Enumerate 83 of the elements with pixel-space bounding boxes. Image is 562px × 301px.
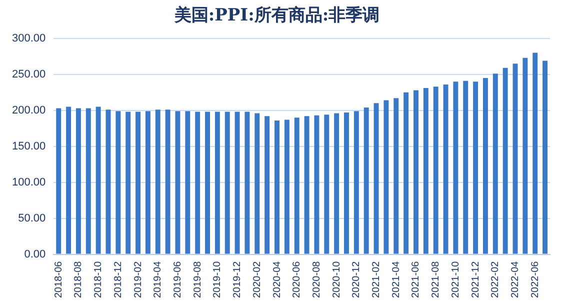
x-tick-label: 2020-06 <box>292 260 303 298</box>
bar <box>473 82 478 254</box>
bar <box>136 112 141 254</box>
bar <box>463 80 468 254</box>
bar <box>116 111 121 254</box>
y-tick-label: 150.00 <box>12 140 46 152</box>
bar <box>304 116 310 254</box>
x-tick-label: 2022-02 <box>490 260 502 298</box>
bar <box>443 84 448 254</box>
bar <box>364 107 369 254</box>
bar <box>502 68 508 254</box>
bar <box>195 112 200 254</box>
bar <box>404 92 409 254</box>
x-tick-label: 2019-04 <box>152 260 164 298</box>
x-tick-label: 2019-06 <box>172 260 184 298</box>
x-tick-label: 2021-02 <box>371 260 382 298</box>
x-tick-label: 2019-10 <box>212 260 224 298</box>
bar <box>522 58 528 254</box>
bar <box>433 86 438 254</box>
bar <box>314 115 320 254</box>
x-tick-label: 2020-10 <box>331 260 342 298</box>
bar <box>423 88 428 254</box>
bar <box>76 108 81 254</box>
bar <box>284 120 290 254</box>
bar <box>482 78 488 254</box>
bar <box>254 113 260 254</box>
x-tick-label: 2021-04 <box>390 260 402 298</box>
bar <box>384 100 389 254</box>
x-tick-label: 2019-02 <box>132 260 144 298</box>
y-tick-label: 100.00 <box>12 176 46 188</box>
bar <box>56 108 62 254</box>
bar <box>86 108 91 254</box>
bar <box>234 112 240 254</box>
y-tick-label: 250.00 <box>12 68 46 80</box>
x-tick-label: 2020-12 <box>351 260 362 298</box>
bar <box>542 60 548 254</box>
bar <box>165 110 170 254</box>
y-tick-label: 300.00 <box>12 32 46 44</box>
bar <box>374 103 379 254</box>
bar <box>344 112 349 254</box>
bar <box>264 116 270 254</box>
bar <box>106 110 111 254</box>
bar <box>394 98 399 254</box>
bar <box>453 82 458 254</box>
x-tick-label: 2020-04 <box>272 260 283 298</box>
x-tick-label: 2021-08 <box>430 260 442 298</box>
bar <box>532 52 538 254</box>
bar <box>324 114 330 254</box>
bar <box>155 110 160 254</box>
bar <box>126 112 131 254</box>
y-tick-label: 200.00 <box>12 104 46 116</box>
chart-title: 美国:PPI:所有商品:非季调 <box>173 6 380 26</box>
bar <box>294 118 300 254</box>
y-tick-label: 50.00 <box>18 212 46 224</box>
bar <box>334 113 340 254</box>
bar <box>224 112 230 254</box>
x-tick-label: 2021-06 <box>410 260 422 298</box>
x-tick-label: 2019-12 <box>232 260 244 298</box>
bar <box>205 112 210 254</box>
x-tick-label: 2018-06 <box>53 260 64 298</box>
bar <box>214 112 220 254</box>
y-tick-label: 0.00 <box>24 248 46 260</box>
x-tick-label: 2020-02 <box>252 260 263 298</box>
x-tick-label: 2019-08 <box>192 260 204 298</box>
x-tick-label: 2021-10 <box>450 260 462 298</box>
x-tick-label: 2018-08 <box>73 260 84 298</box>
bar <box>414 90 418 254</box>
x-tick-label: 2022-04 <box>510 260 522 298</box>
bar <box>354 111 359 254</box>
bar <box>185 111 190 254</box>
bar <box>274 120 280 254</box>
bar <box>175 111 180 254</box>
x-tick-label: 2018-10 <box>93 260 104 298</box>
bar <box>512 64 518 254</box>
bar <box>244 112 250 254</box>
bar <box>66 106 72 254</box>
x-tick-label: 2021-12 <box>470 260 482 298</box>
bar <box>96 106 101 254</box>
x-tick-label: 2022-06 <box>530 260 541 298</box>
bar <box>492 74 498 254</box>
x-tick-label: 2018-12 <box>112 260 124 298</box>
bar <box>145 111 150 254</box>
x-tick-label: 2020-08 <box>311 260 322 298</box>
